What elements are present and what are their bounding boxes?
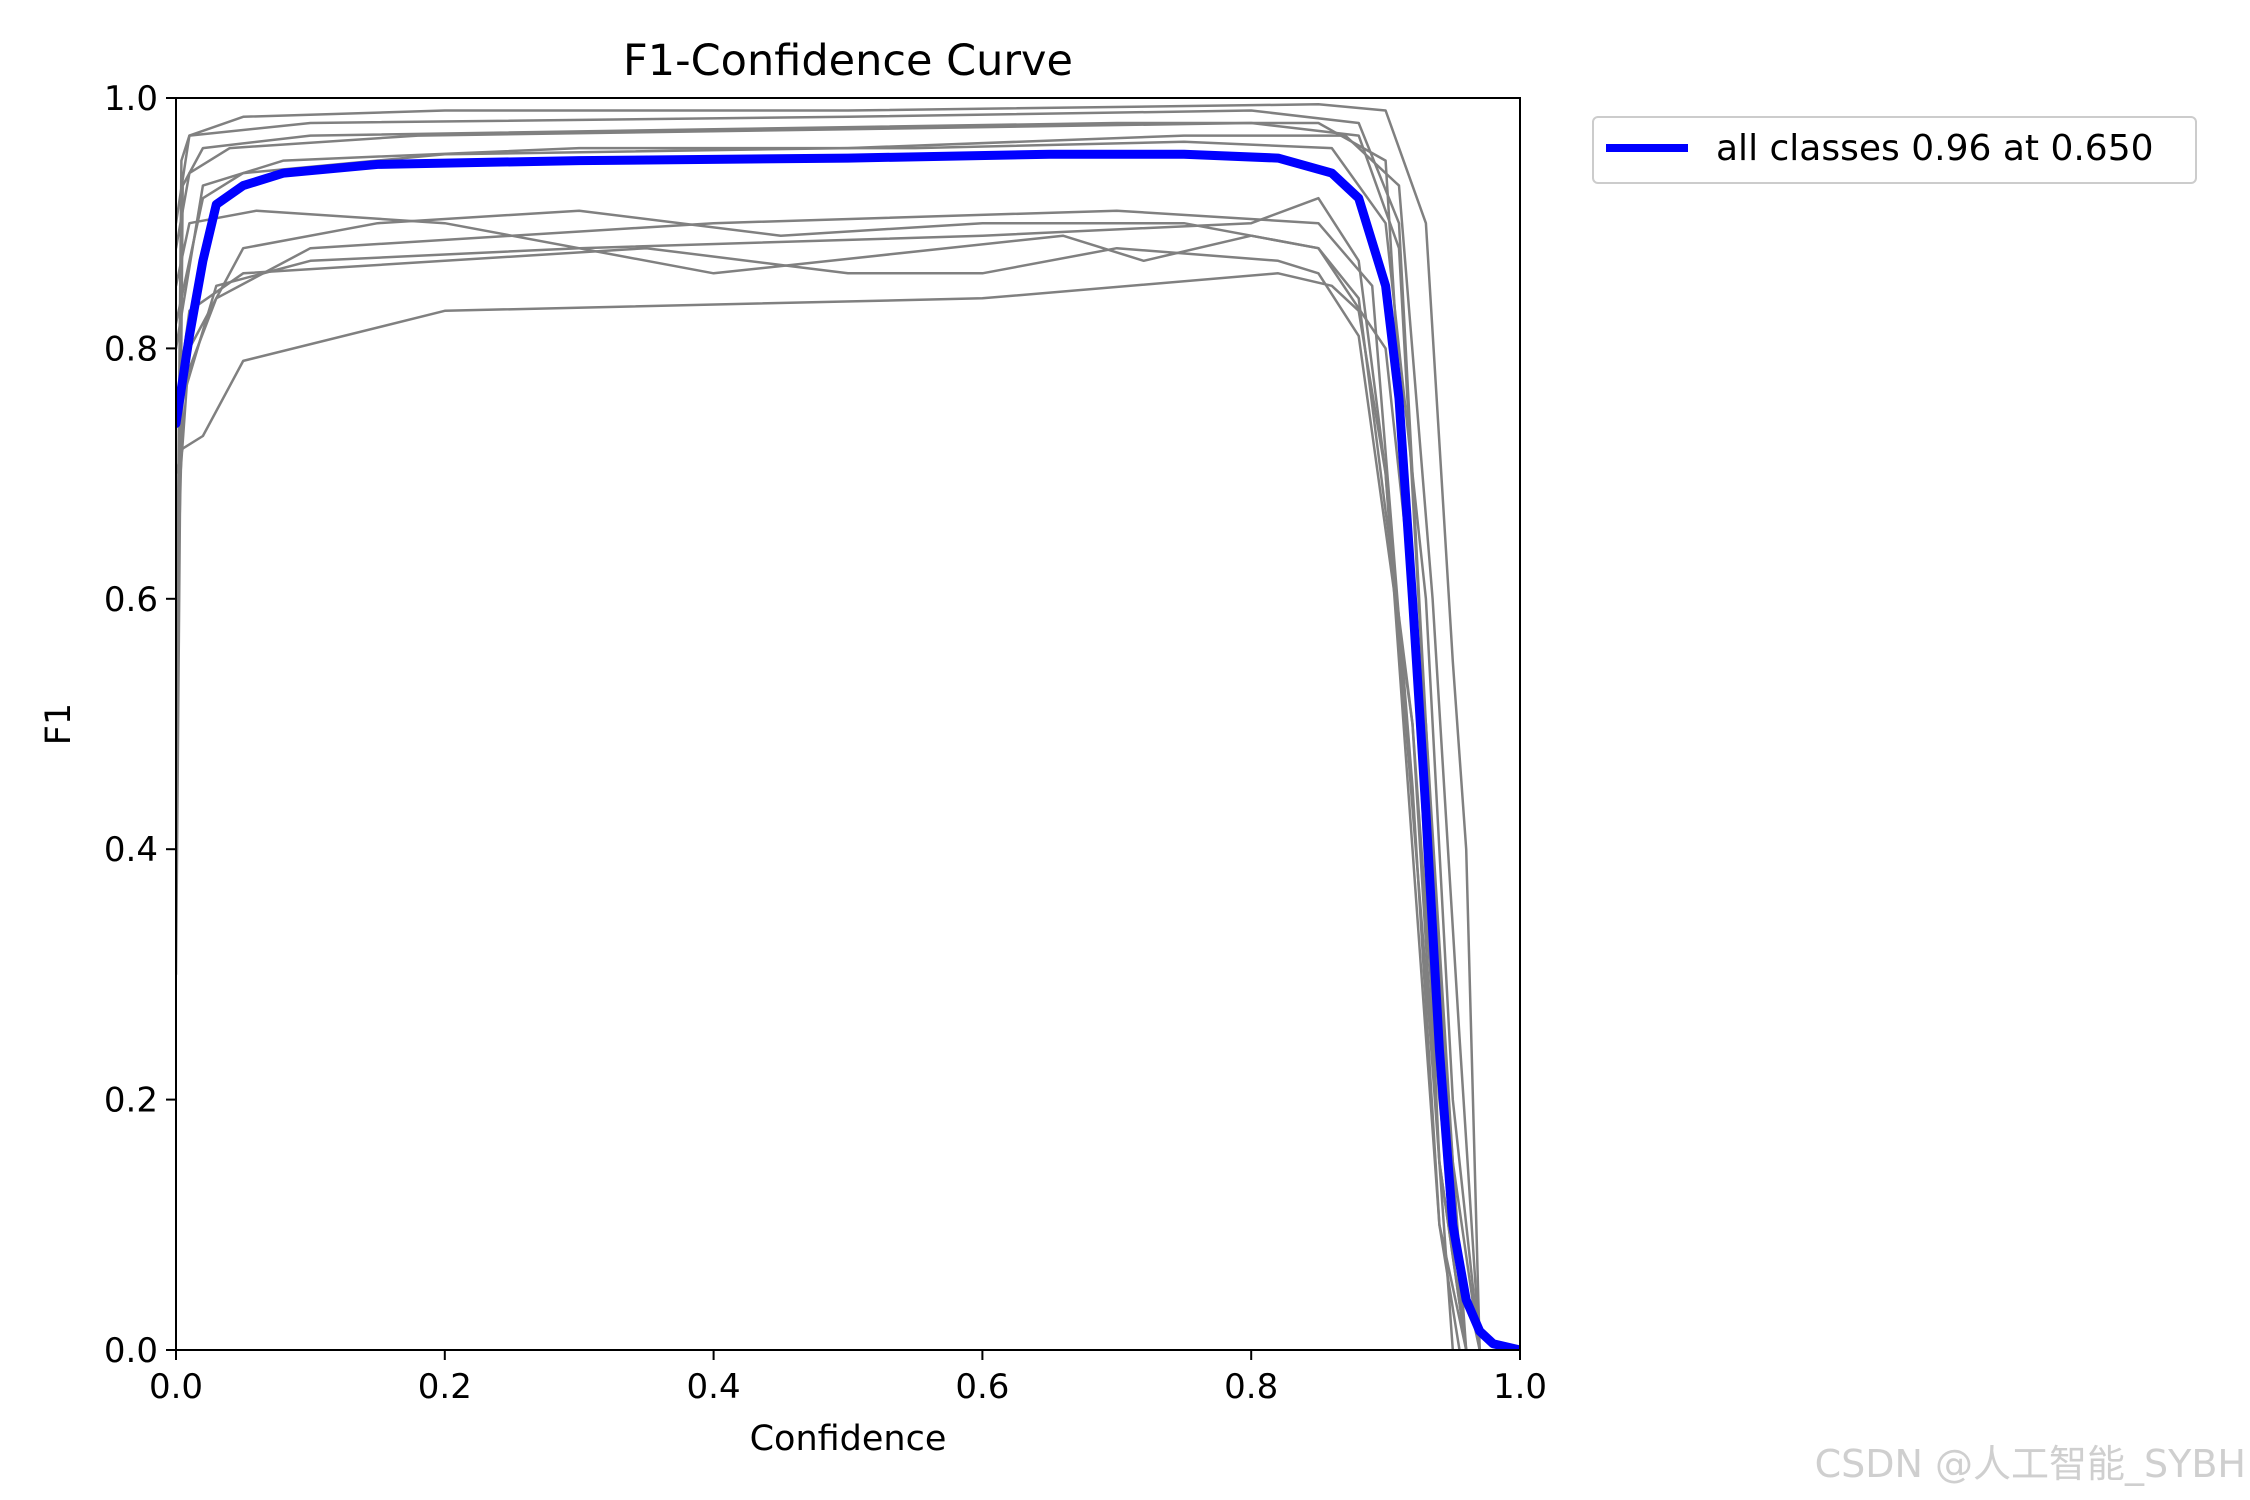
series-line-class-5 [176, 209, 1468, 1350]
x-axis: 0.0 0.2 0.4 0.6 0.8 1.0 [149, 1350, 1547, 1407]
curves [176, 103, 1520, 1350]
y-tick-label: 0.8 [104, 329, 158, 369]
y-axis-label: F1 [39, 703, 79, 745]
legend: all classes 0.96 at 0.650 [1592, 116, 2197, 184]
series-line-class-8 [176, 246, 1468, 1350]
x-tick-label: 0.0 [149, 1367, 203, 1407]
y-tick-label: 1.0 [104, 79, 158, 119]
y-tick-label: 0.4 [104, 830, 158, 870]
legend-label-all-classes: all classes 0.96 at 0.650 [1716, 128, 2154, 169]
y-axis: 0.0 0.2 0.4 0.6 0.8 1.0 [104, 79, 176, 1371]
plot-frame [175, 97, 1521, 1351]
series-line-class-9 [176, 209, 1468, 1350]
y-tick-label: 0.0 [104, 1331, 158, 1371]
x-tick-label: 0.6 [955, 1367, 1009, 1407]
series-line-class-11 [176, 121, 1468, 1350]
chart-title: F1-Confidence Curve [623, 36, 1073, 86]
x-tick-label: 1.0 [1493, 1367, 1547, 1407]
series-line-class-10 [176, 134, 1481, 1350]
x-tick-label: 0.4 [687, 1367, 741, 1407]
x-tick-label: 0.2 [418, 1367, 472, 1407]
series-line-class-3 [176, 272, 1461, 1350]
watermark: CSDN @人工智能_SYBH [1814, 1442, 2246, 1486]
y-tick-label: 0.2 [104, 1081, 158, 1121]
series-line-all-classes [176, 149, 1520, 1350]
series-line-class-1 [176, 121, 1468, 1350]
series-line-class-2 [176, 109, 1481, 1350]
y-tick-label: 0.6 [104, 580, 158, 620]
series-line-class-6 [176, 140, 1481, 1350]
series-line-class-7 [176, 103, 1481, 1350]
x-tick-label: 0.8 [1224, 1367, 1278, 1407]
legend-frame [1592, 116, 2197, 184]
series-line-class-12 [176, 196, 1455, 1350]
x-axis-label: Confidence [750, 1419, 947, 1459]
series-line-class-4 [176, 209, 1481, 1350]
